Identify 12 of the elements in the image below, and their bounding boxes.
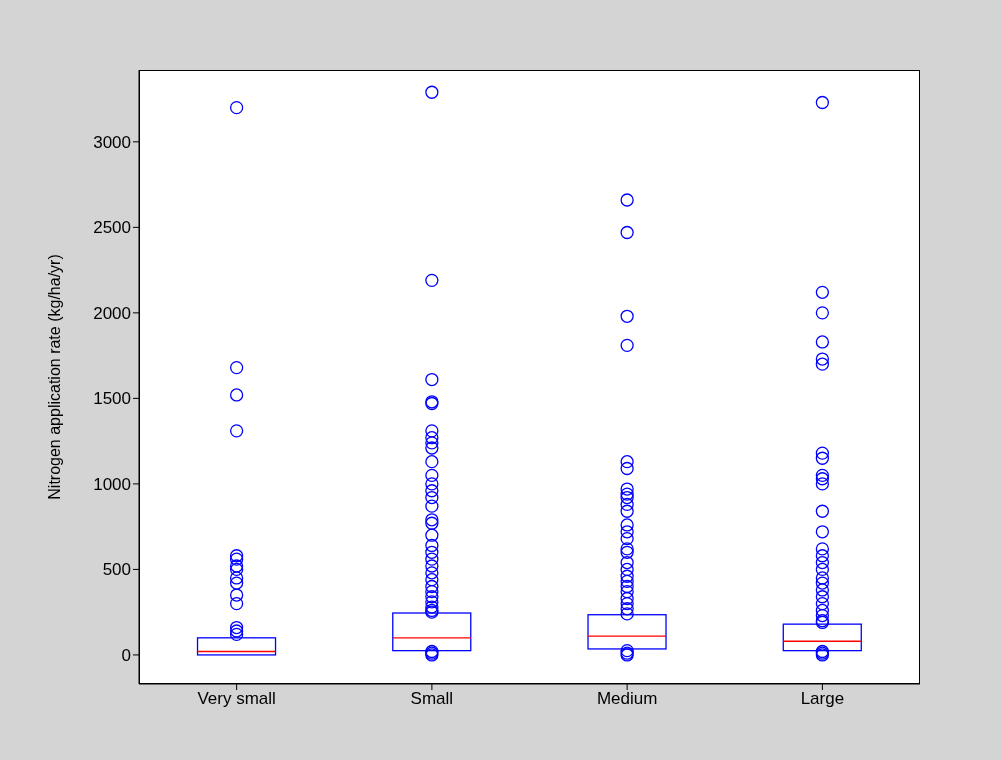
y-tick-label: 500	[102, 560, 131, 580]
y-tick-label: 2000	[93, 303, 131, 323]
y-tick-label: 1000	[93, 474, 131, 494]
y-tick-label: 3000	[93, 132, 131, 152]
y-tick-label: 0	[121, 645, 131, 665]
x-tick-label: Small	[410, 689, 454, 709]
x-tick-label: Large	[800, 689, 845, 709]
y-tick-label: 1500	[93, 389, 131, 409]
y-axis-title: Nitrogen application rate (kg/ha/yr)	[45, 254, 63, 500]
x-tick-label: Very small	[197, 689, 276, 709]
x-tick-label: Medium	[596, 689, 658, 709]
y-tick-label: 2500	[93, 218, 131, 238]
